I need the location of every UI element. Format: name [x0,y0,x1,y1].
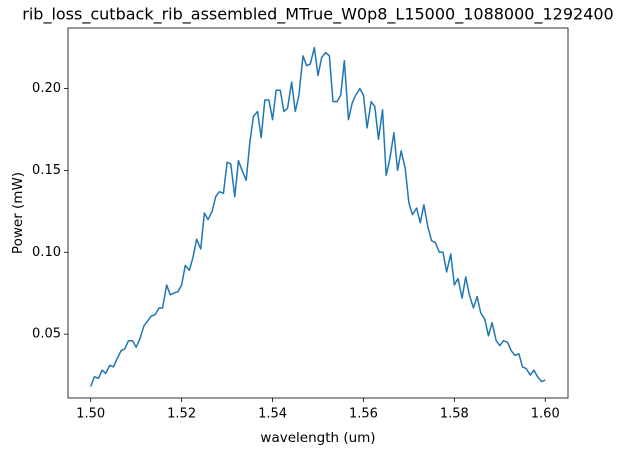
x-tick-label: 1.58 [440,407,469,422]
chart-title: rib_loss_cutback_rib_assembled_MTrue_W0p… [22,5,613,25]
x-axis-label: wavelength (um) [260,430,375,446]
data-line [90,46,546,387]
plot-frame [67,27,569,399]
x-tick-label: 1.50 [76,407,105,422]
x-tick-label: 1.54 [258,407,287,422]
y-tick-label: 0.05 [32,327,61,342]
y-tick-label: 0.10 [32,245,61,260]
x-tick-label: 1.52 [167,407,196,422]
y-axis-label: Power (mW) [10,172,26,254]
x-tick-label: 1.56 [349,407,378,422]
y-tick-label: 0.20 [32,81,61,96]
y-tick-label: 0.15 [32,163,61,178]
x-tick-label: 1.60 [531,407,560,422]
